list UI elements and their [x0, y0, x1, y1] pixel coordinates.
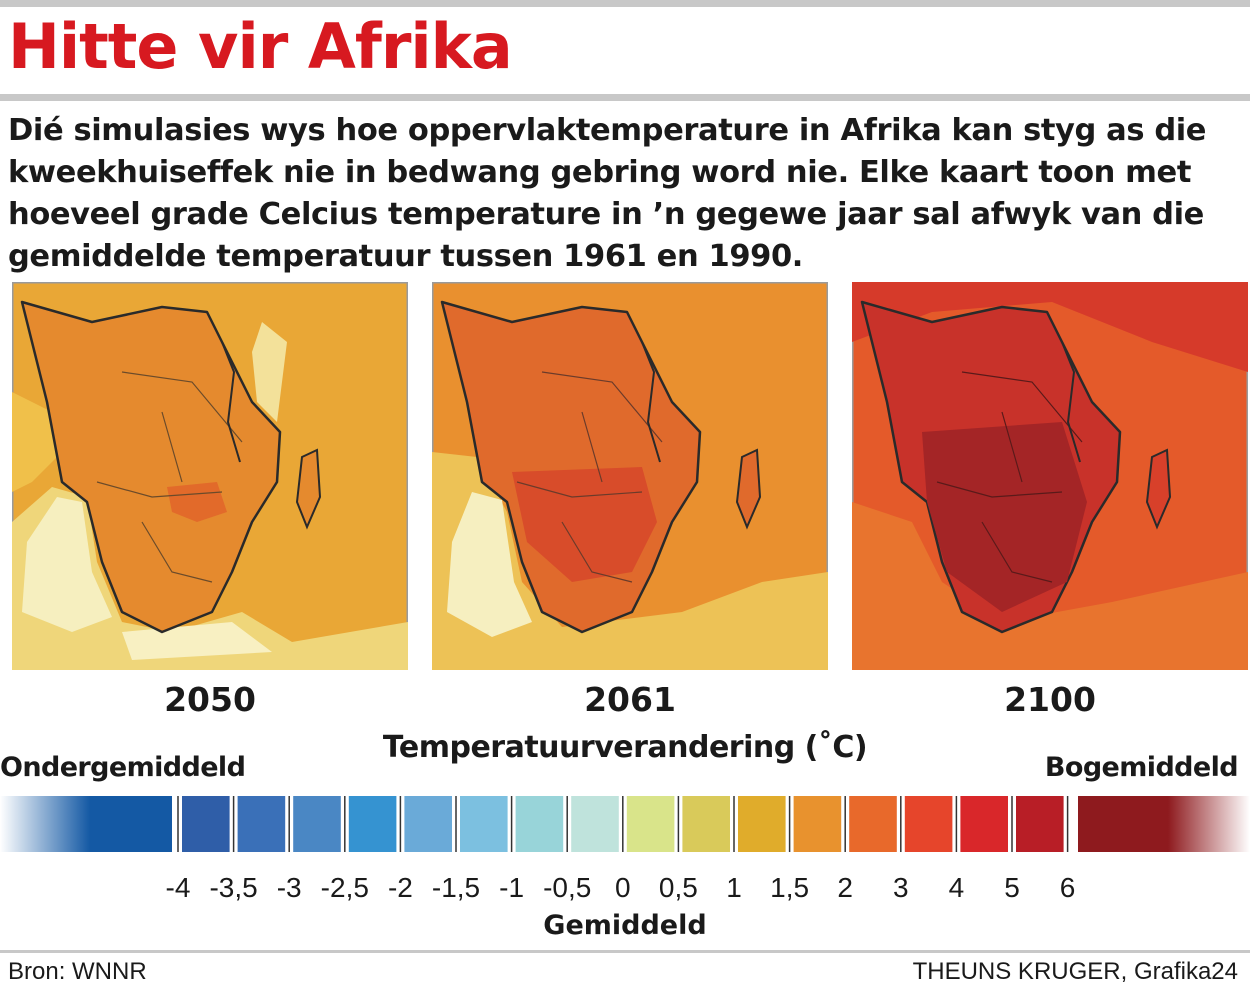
scale-bin — [793, 796, 842, 852]
scale-tick-label: -1 — [499, 872, 525, 903]
legend-title: Temperatuurverandering (˚C) — [382, 730, 868, 765]
footer-rule — [0, 950, 1250, 953]
scale-tick-label: 2 — [837, 872, 853, 903]
scale-bin — [626, 796, 675, 852]
scale-tick-label: -4 — [165, 872, 191, 903]
scale-bin — [738, 796, 786, 852]
scale-tick-label: -2,5 — [320, 872, 369, 903]
scale-tick-label: 1 — [726, 872, 742, 903]
africa-temperature-map-2100 — [852, 282, 1248, 670]
page-title: Hitte vir Afrika — [8, 10, 513, 83]
scale-bin — [460, 796, 508, 852]
scale-bin — [960, 796, 1008, 852]
scale-tick-label: 4 — [948, 872, 965, 903]
below-average-label: Ondergemiddeld — [0, 752, 246, 783]
scale-end-below — [90, 796, 172, 852]
scale-bin — [849, 796, 897, 852]
scale-bin — [237, 796, 286, 852]
scale-bin — [404, 796, 452, 852]
scale-bin — [515, 796, 564, 852]
scale-tick-label: 3 — [893, 872, 909, 903]
year-label-2050: 2050 — [164, 680, 256, 719]
scale-tick-label: -3,5 — [209, 872, 258, 903]
title-rule — [0, 94, 1250, 101]
year-label-2100: 2100 — [1004, 680, 1096, 719]
top-rule — [0, 0, 1250, 7]
scale-bin — [682, 796, 730, 852]
africa-temperature-map-2050 — [12, 282, 408, 670]
above-average-label: Bogemiddeld — [1044, 752, 1239, 783]
scale-tick-lines — [177, 796, 1069, 852]
scale-tick-label: 0,5 — [658, 872, 698, 903]
map-2050 — [12, 282, 408, 670]
graphic-credit: THEUNS KRUGER, Grafika24 — [912, 958, 1238, 985]
scale-fade-above — [1168, 796, 1250, 852]
scale-bin — [904, 796, 953, 852]
scale-bin — [182, 796, 230, 852]
africa-temperature-map-2061 — [432, 282, 828, 670]
scale-end-above — [1078, 796, 1168, 852]
average-label: Gemiddeld — [543, 910, 707, 941]
scale-bin — [1016, 796, 1064, 852]
color-scale — [0, 796, 1250, 852]
scale-tick-label: -3 — [276, 872, 302, 903]
scale-tick-label: -1,5 — [431, 872, 481, 903]
scale-tick-label: 1,5 — [770, 872, 810, 903]
map-2100 — [852, 282, 1248, 670]
source-credit: Bron: WNNR — [8, 958, 147, 985]
scale-tick-label: 5 — [1004, 872, 1020, 903]
scale-tick-label: -0,5 — [543, 872, 592, 903]
scale-tick-label: 0 — [615, 872, 631, 903]
scale-tick-label: 6 — [1059, 872, 1076, 903]
scale-bin — [348, 796, 397, 852]
year-label-2061: 2061 — [584, 680, 676, 719]
intro-text: Dié simulasies wys hoe oppervlaktemperat… — [8, 113, 1207, 274]
scale-bin — [293, 796, 341, 852]
map-2061 — [432, 282, 828, 670]
scale-tick-label: -2 — [387, 872, 413, 903]
scale-bins — [182, 796, 1064, 852]
scale-bin — [571, 796, 619, 852]
scale-fade-below — [0, 796, 90, 852]
